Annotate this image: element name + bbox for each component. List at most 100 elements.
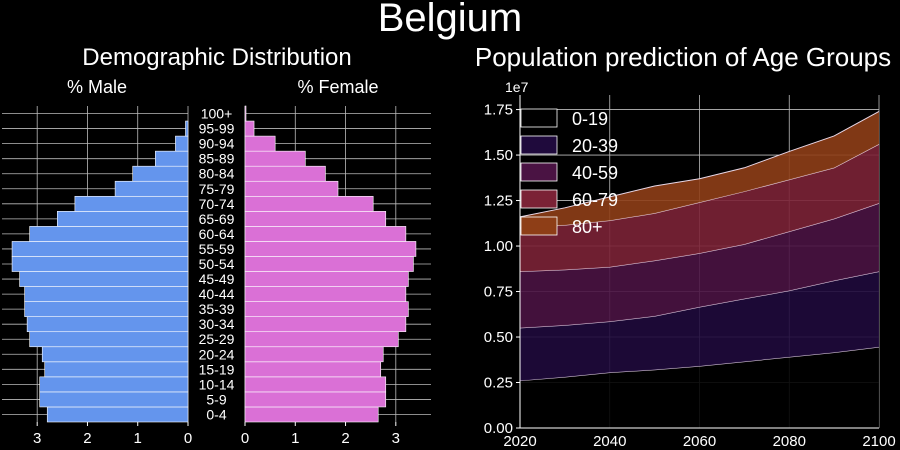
area-x-tick-label: 2040 xyxy=(593,433,626,450)
legend-swatch-60-79 xyxy=(520,189,558,209)
area-y-tick-label: 1.75 xyxy=(484,102,513,119)
legend-label-80+: 80+ xyxy=(572,217,603,237)
male-bar-15-19 xyxy=(44,361,189,378)
area-x-tick-label: 2060 xyxy=(683,433,716,450)
legend-swatch-80+ xyxy=(520,216,558,236)
age-group-label: 85-89 xyxy=(199,151,235,167)
female-tick-label: 1 xyxy=(291,430,299,447)
female-tick-label: 0 xyxy=(241,430,249,447)
male-bar-65-69 xyxy=(56,211,189,227)
male-axis-title: % Male xyxy=(67,77,127,97)
male-bar-85-89 xyxy=(155,150,189,167)
age-group-label: 5-9 xyxy=(206,391,226,407)
age-group-label: 15-19 xyxy=(199,361,235,377)
legend-swatch-20-39 xyxy=(520,135,558,155)
male-tick-label: 0 xyxy=(184,430,192,447)
age-group-label: 75-79 xyxy=(199,181,235,197)
female-bar-50-54 xyxy=(244,256,414,272)
age-group-label: 70-74 xyxy=(199,196,235,212)
male-bar-5-9 xyxy=(39,391,189,408)
female-tick-label: 3 xyxy=(392,430,400,447)
age-group-label: 20-24 xyxy=(199,346,235,362)
male-bar-30-34 xyxy=(26,316,189,333)
male-bar-60-64 xyxy=(29,226,189,242)
female-bar-30-34 xyxy=(244,316,407,333)
male-bar-10-14 xyxy=(39,376,189,393)
age-group-label: 100+ xyxy=(201,106,233,122)
female-bar-65-69 xyxy=(244,211,387,227)
age-group-label: 35-39 xyxy=(199,301,235,317)
area-y-tick-label: 0.00 xyxy=(484,420,513,437)
female-bar-25-29 xyxy=(244,331,399,348)
legend-label-0-19: 0-19 xyxy=(572,109,608,129)
age-group-label: 55-59 xyxy=(199,241,235,257)
female-bar-80-84 xyxy=(244,165,326,182)
age-group-label: 30-34 xyxy=(199,316,235,332)
area-series-60-79 xyxy=(520,144,879,272)
female-bar-75-79 xyxy=(244,180,339,197)
legend-swatch-40-59 xyxy=(520,162,558,182)
male-bar-40-44 xyxy=(24,286,189,302)
age-group-label: 10-14 xyxy=(199,376,235,392)
female-bar-85-89 xyxy=(244,150,306,167)
male-bar-90-94 xyxy=(175,135,189,152)
male-bar-20-24 xyxy=(41,346,189,363)
area-y-tick-label: 0.75 xyxy=(484,284,513,301)
male-bar-45-49 xyxy=(19,271,189,287)
female-bar-5-9 xyxy=(244,391,387,408)
area-y-tick-label: 1.00 xyxy=(484,238,513,255)
age-group-label: 25-29 xyxy=(199,331,235,347)
male-bar-80-84 xyxy=(132,165,189,182)
female-bar-60-64 xyxy=(244,226,407,242)
female-bar-0-4 xyxy=(244,406,379,423)
area-series-0-19 xyxy=(520,347,879,428)
area-y-tick-label: 0.50 xyxy=(484,329,513,346)
age-group-label: 50-54 xyxy=(199,256,235,272)
female-bar-55-59 xyxy=(244,241,417,257)
area-series-80+ xyxy=(520,111,879,228)
female-axis-title: % Female xyxy=(297,77,378,97)
male-bar-25-29 xyxy=(29,331,189,348)
male-bar-75-79 xyxy=(114,180,189,197)
female-bar-20-24 xyxy=(244,346,384,363)
age-group-label: 40-44 xyxy=(199,286,235,302)
age-group-label: 95-99 xyxy=(199,121,235,137)
age-group-label: 60-64 xyxy=(199,226,235,242)
legend-label-60-79: 60-79 xyxy=(572,190,618,210)
area-chart-title: Population prediction of Age Groups xyxy=(475,42,891,72)
legend-label-20-39: 20-39 xyxy=(572,136,618,156)
male-tick-label: 3 xyxy=(33,430,41,447)
female-bar-10-14 xyxy=(244,376,387,393)
female-tick-label: 2 xyxy=(341,430,349,447)
area-x-tick-label: 2080 xyxy=(773,433,806,450)
age-group-label: 80-84 xyxy=(199,166,235,182)
female-bar-15-19 xyxy=(244,361,382,378)
male-bar-35-39 xyxy=(24,301,189,317)
age-group-label: 0-4 xyxy=(206,406,226,422)
main-title: Belgium xyxy=(377,0,523,40)
area-series-line-60-79 xyxy=(519,143,880,229)
area-y-tick-label: 1.50 xyxy=(484,147,513,164)
area-series-line-80+ xyxy=(519,110,880,218)
area-y-tick-label: 1.25 xyxy=(484,193,513,210)
male-bar-70-74 xyxy=(74,195,189,212)
pyramid-title: Demographic Distribution xyxy=(82,44,351,71)
male-bar-50-54 xyxy=(11,256,189,272)
age-group-label: 65-69 xyxy=(199,211,235,227)
female-bar-35-39 xyxy=(244,301,409,317)
female-bar-70-74 xyxy=(244,195,374,212)
legend-label-40-59: 40-59 xyxy=(572,163,618,183)
female-bar-45-49 xyxy=(244,271,409,287)
female-bar-40-44 xyxy=(244,286,407,302)
female-bar-95-99 xyxy=(244,120,255,137)
area-x-tick-label: 2020 xyxy=(503,433,536,450)
female-bar-100+ xyxy=(244,105,247,122)
male-bar-55-59 xyxy=(11,241,189,257)
area-y-tick-label: 0.25 xyxy=(484,375,513,392)
female-bar-90-94 xyxy=(244,135,276,152)
age-group-label: 45-49 xyxy=(199,271,235,287)
male-tick-label: 2 xyxy=(83,430,91,447)
area-series-20-39 xyxy=(520,271,879,381)
male-tick-label: 1 xyxy=(134,430,142,447)
